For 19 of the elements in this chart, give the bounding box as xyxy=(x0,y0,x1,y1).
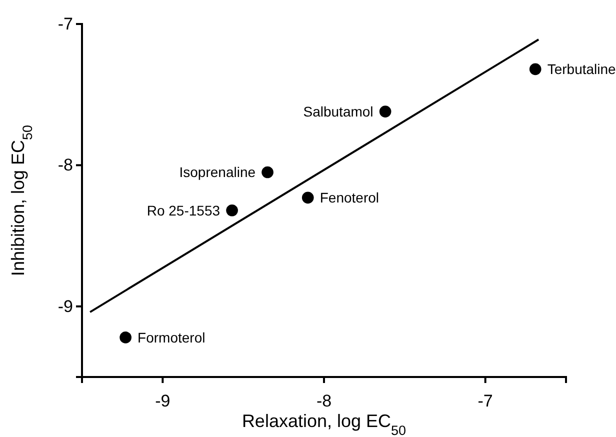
x-tick-label: -9 xyxy=(155,391,170,410)
y-tick-label: -7 xyxy=(58,14,73,34)
point xyxy=(120,332,132,344)
point xyxy=(379,106,392,118)
x-tick-label: -8 xyxy=(316,391,332,410)
x-tick-label: -7 xyxy=(478,391,493,410)
annotation: Isoprenaline xyxy=(179,164,256,180)
annotation: Ro 25-1553 xyxy=(146,202,220,218)
y-tick-label: -9 xyxy=(58,296,73,316)
point xyxy=(262,166,274,178)
annotation: Formoterol xyxy=(138,329,206,346)
point xyxy=(529,63,542,76)
annotation: Salbutamol xyxy=(303,103,374,120)
annotation: Fenoterol xyxy=(320,190,380,206)
y-tick-label: -8 xyxy=(58,156,73,175)
x-axis-title: Relaxation, log EC$_{50}$ xyxy=(242,411,406,437)
point xyxy=(302,192,314,204)
annotation: Terbutaline xyxy=(547,61,616,78)
point xyxy=(226,204,238,216)
